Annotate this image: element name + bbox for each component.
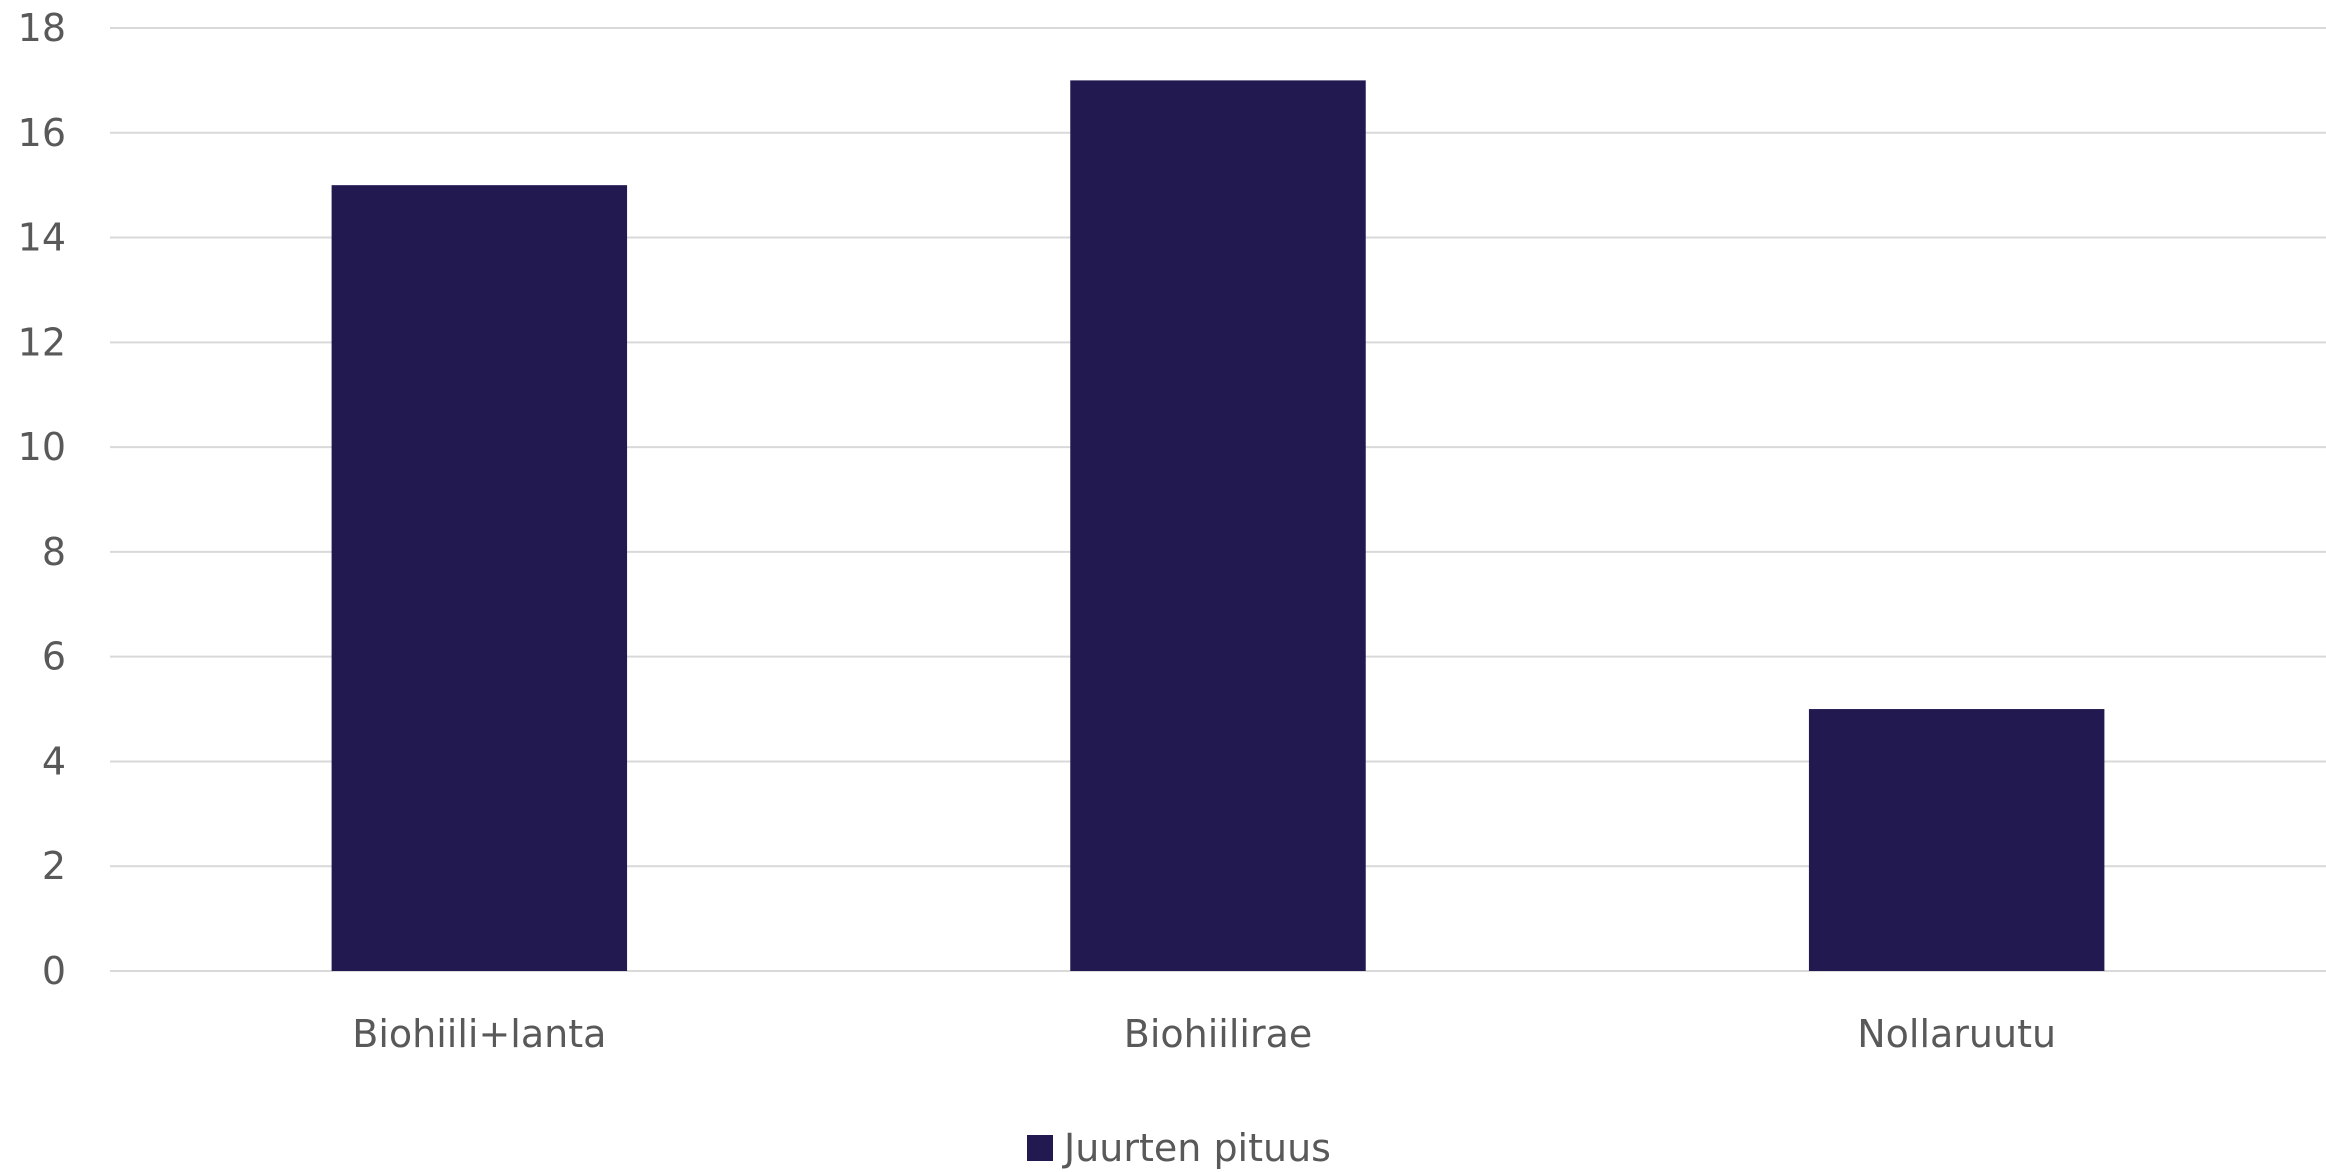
x-category-label: Biohiili+lanta — [352, 1012, 606, 1056]
legend-label: Juurten pituus — [1062, 1126, 1331, 1170]
y-tick-label: 2 — [42, 844, 66, 888]
y-tick-label: 14 — [18, 216, 66, 260]
y-tick-label: 12 — [18, 320, 66, 364]
y-tick-label: 18 — [18, 6, 66, 50]
y-tick-label: 8 — [42, 530, 66, 574]
y-tick-label: 10 — [18, 425, 66, 469]
y-tick-label: 6 — [42, 635, 66, 679]
y-tick-label: 16 — [18, 111, 66, 155]
bar-nollaruutu — [1808, 709, 2105, 971]
y-tick-label: 4 — [42, 739, 66, 783]
x-category-label: Biohiilirae — [1124, 1012, 1312, 1056]
bar-biohiili-lanta — [331, 185, 628, 971]
legend: Juurten pituus — [1027, 1126, 1331, 1170]
y-tick-label: 0 — [42, 949, 66, 993]
legend-swatch — [1027, 1135, 1053, 1161]
y-axis: 0 2 4 6 8 10 12 14 16 18 — [18, 6, 66, 993]
x-category-label: Nollaruutu — [1857, 1012, 2056, 1056]
bars — [331, 80, 2105, 971]
x-axis: Biohiili+lanta Biohiilirae Nollaruutu — [352, 1012, 2056, 1056]
bar-biohiilirae — [1070, 80, 1366, 971]
